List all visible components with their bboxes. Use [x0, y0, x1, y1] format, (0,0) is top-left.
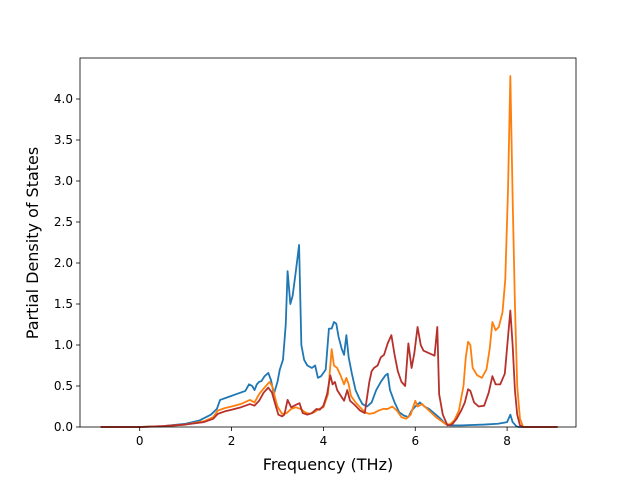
series-line-3	[100, 309, 558, 428]
plot-frame	[79, 57, 577, 428]
x-axis: 0 2 4 6 8	[136, 427, 511, 448]
y-tick-label: 1.0	[54, 338, 73, 352]
x-axis-label: Frequency (THz)	[263, 455, 393, 474]
y-tick-label: 2.0	[54, 256, 73, 270]
x-tick-label: 4	[320, 434, 328, 448]
y-tick-label: 4.0	[54, 92, 73, 106]
y-tick-label: 1.5	[54, 297, 73, 311]
x-tick-label: 6	[411, 434, 419, 448]
y-tick-label: 3.5	[54, 133, 73, 147]
x-tick-label: 0	[136, 434, 144, 448]
y-tick-label: 3.0	[54, 174, 73, 188]
y-axis-label: Partial Density of States	[23, 147, 42, 339]
y-axis: 0.0 0.5 1.0 1.5 2.0 2.5 3.0 3.5 4.0	[54, 92, 80, 434]
series-layer	[100, 75, 558, 428]
series-line-1	[100, 244, 558, 428]
series-line-2	[100, 75, 558, 428]
x-tick-label: 8	[503, 434, 511, 448]
y-tick-label: 0.5	[54, 379, 73, 393]
y-tick-label: 2.5	[54, 215, 73, 229]
y-tick-label: 0.0	[54, 420, 73, 434]
x-tick-label: 2	[228, 434, 236, 448]
